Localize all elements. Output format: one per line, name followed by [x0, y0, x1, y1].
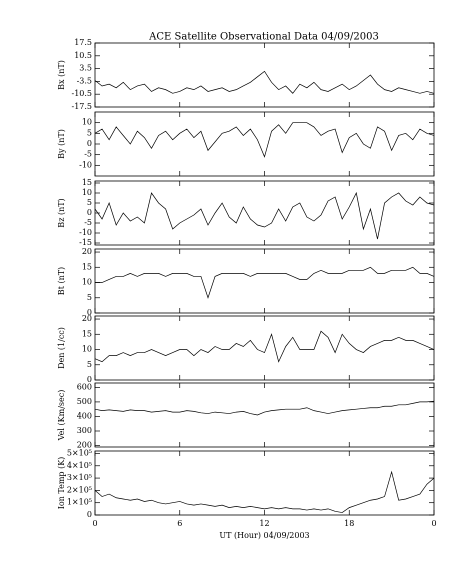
y-tick-label: 5: [87, 360, 92, 369]
panel-frame: [94, 42, 435, 108]
y-tick-label: -10.5: [71, 89, 92, 98]
y-tick-label: 600: [77, 382, 92, 391]
data-line: [94, 70, 435, 94]
y-tick-label: 15: [82, 262, 92, 271]
y-tick-label: 20: [82, 247, 92, 256]
x-tick-label: 0: [431, 519, 436, 528]
data-line: [94, 400, 435, 416]
y-tick-label: 4×10⁵: [67, 461, 92, 470]
y-tick-label: 5: [87, 293, 92, 302]
y-axis-label: Den (1/cc): [57, 327, 66, 369]
y-tick-label: 15: [82, 178, 92, 187]
y-tick-label: 2×10⁵: [67, 485, 92, 494]
y-tick-label: 20: [82, 314, 92, 323]
panel-frame: [94, 180, 435, 246]
data-line: [94, 470, 435, 513]
y-tick-label: 15: [82, 329, 92, 338]
y-tick-label: 5: [87, 198, 92, 207]
y-tick-label: 10: [82, 345, 92, 354]
x-tick-label: 0: [92, 519, 97, 528]
x-axis-label: UT (Hour) 04/09/2003: [219, 531, 309, 540]
y-tick-label: 5: [87, 128, 92, 137]
x-tick-label: 18: [344, 519, 354, 528]
y-tick-label: -15: [79, 238, 92, 247]
y-tick-label: -3.5: [77, 76, 92, 85]
y-axis-label: By (nT): [57, 129, 66, 159]
y-tick-label: -10: [79, 228, 92, 237]
y-tick-label: 0: [87, 375, 92, 384]
y-tick-label: 0: [87, 510, 92, 519]
y-tick-label: 400: [77, 411, 92, 420]
y-tick-label: 3×10⁵: [67, 473, 92, 482]
panel-frame: [94, 450, 435, 516]
y-tick-label: 300: [77, 426, 92, 435]
y-tick-label: 0: [87, 208, 92, 217]
y-axis-label: Bz (nT): [57, 198, 66, 227]
panel-frame: [94, 111, 435, 177]
y-tick-label: 10: [82, 118, 92, 127]
y-tick-label: 10.5: [74, 51, 92, 60]
y-tick-label: -5: [84, 150, 92, 159]
y-axis-label: Bx (nT): [57, 60, 66, 90]
y-tick-label: -17.5: [71, 102, 92, 111]
y-tick-label: 10: [82, 188, 92, 197]
y-tick-label: 500: [77, 397, 92, 406]
y-tick-label: 3.5: [79, 64, 92, 73]
panel-frame: [94, 382, 435, 448]
y-tick-label: 0: [87, 139, 92, 148]
y-tick-label: 17.5: [74, 38, 92, 47]
y-tick-label: -5: [84, 218, 92, 227]
data-line: [94, 191, 435, 240]
panel-frame: [94, 315, 435, 381]
y-axis-label: Vel (Km/sec): [57, 390, 66, 442]
x-tick-label: 6: [177, 519, 182, 528]
data-line: [94, 122, 435, 158]
panel-frame: [94, 248, 435, 314]
y-tick-label: 10: [82, 278, 92, 287]
y-tick-label: 200: [77, 441, 92, 450]
data-line: [95, 266, 435, 299]
chart-title: ACE Satellite Observational Data 04/09/2…: [148, 32, 379, 43]
y-tick-label: 1×10⁵: [67, 498, 92, 507]
x-tick-label: 12: [259, 519, 269, 528]
y-tick-label: -10: [79, 160, 92, 169]
data-line: [94, 330, 435, 363]
y-tick-label: 0: [87, 308, 92, 317]
y-tick-label: 5×10⁵: [67, 448, 92, 457]
y-axis-label: Ion Temp (K): [57, 457, 66, 510]
y-axis-label: Bt (nT): [57, 267, 66, 295]
